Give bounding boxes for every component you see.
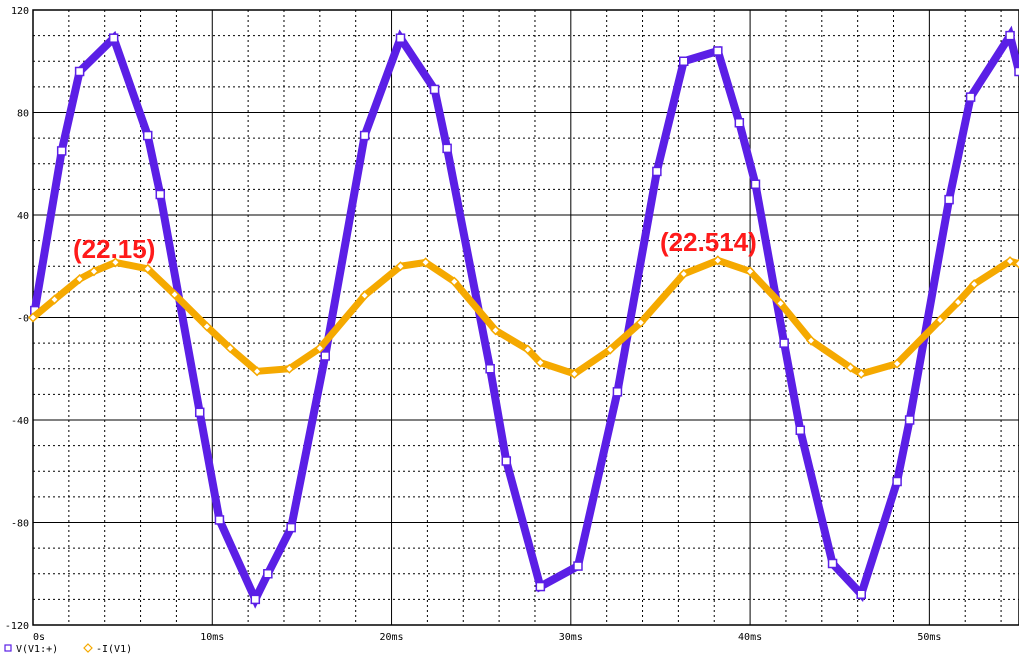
marker xyxy=(522,344,533,355)
marker xyxy=(501,456,512,466)
series-line xyxy=(30,25,1019,609)
marker xyxy=(1014,66,1019,77)
x-tick-label: 10ms xyxy=(200,632,224,643)
marker xyxy=(892,476,902,487)
marker xyxy=(284,363,295,374)
marker xyxy=(969,279,980,290)
marker xyxy=(420,257,431,268)
marker xyxy=(250,594,261,605)
y-tick-label: -80 xyxy=(11,519,29,530)
marker xyxy=(1013,258,1019,269)
x-tick-label: 20ms xyxy=(379,632,403,643)
marker xyxy=(155,189,166,200)
marker xyxy=(490,325,501,336)
marker xyxy=(745,266,756,277)
marker xyxy=(359,290,370,301)
legend-label: V(V1:+) xyxy=(16,644,58,655)
marker xyxy=(449,276,460,287)
y-tick-label: -40 xyxy=(11,416,29,427)
marker xyxy=(612,387,623,397)
marker xyxy=(74,274,85,285)
marker xyxy=(795,425,806,435)
marker xyxy=(712,255,723,266)
marker xyxy=(314,343,325,354)
marker xyxy=(142,130,153,141)
marker xyxy=(775,298,786,309)
marker xyxy=(263,569,273,579)
marker xyxy=(750,179,761,189)
marker xyxy=(194,407,205,418)
marker xyxy=(678,268,689,279)
marker xyxy=(679,56,689,66)
marker xyxy=(201,321,212,332)
marker xyxy=(635,317,646,328)
y-tick-label: -0 xyxy=(17,314,29,325)
marker xyxy=(935,315,946,326)
marker xyxy=(359,130,370,141)
legend-marker xyxy=(83,643,93,653)
marker xyxy=(944,194,954,205)
legend-label: -I(V1) xyxy=(96,644,132,655)
marker xyxy=(856,368,867,379)
marker xyxy=(142,263,153,274)
marker xyxy=(395,261,406,272)
marker xyxy=(88,266,100,277)
marker xyxy=(286,522,296,533)
marker xyxy=(779,338,789,348)
x-tick-label: 40ms xyxy=(738,632,762,643)
marker xyxy=(952,297,964,308)
marker xyxy=(573,561,583,571)
marker xyxy=(805,335,817,346)
marker xyxy=(225,343,236,354)
marker xyxy=(845,362,856,373)
marker xyxy=(442,143,452,154)
marker xyxy=(169,289,180,300)
marker xyxy=(734,118,745,128)
marker xyxy=(1004,256,1016,267)
marker xyxy=(892,358,903,369)
marker xyxy=(535,357,546,368)
marker xyxy=(110,257,121,268)
marker xyxy=(535,581,546,592)
y-tick-label: -120 xyxy=(5,621,29,632)
legend-marker xyxy=(4,644,12,652)
y-tick-label: 80 xyxy=(17,109,29,120)
marker xyxy=(904,415,915,425)
x-tick-label: 30ms xyxy=(559,632,583,643)
marker xyxy=(27,312,39,323)
marker xyxy=(827,558,838,569)
marker xyxy=(252,366,263,377)
annotation: (22.15) xyxy=(73,234,155,264)
annotation: (22.514) xyxy=(660,227,757,257)
marker xyxy=(49,294,60,305)
marker xyxy=(395,33,406,43)
marker xyxy=(1005,30,1015,41)
y-tick-label: 40 xyxy=(17,211,29,222)
marker xyxy=(214,515,225,525)
x-tick-label: 50ms xyxy=(917,632,941,643)
marker xyxy=(56,146,67,156)
marker xyxy=(429,84,440,95)
legend-item: -I(V1) xyxy=(83,643,132,655)
marker xyxy=(856,589,866,599)
marker xyxy=(713,46,723,56)
marker xyxy=(74,66,85,77)
marker xyxy=(108,33,119,43)
marker xyxy=(605,344,616,355)
legend-item: V(V1:+) xyxy=(4,644,58,655)
marker xyxy=(320,351,330,361)
x-tick-label: 0s xyxy=(33,632,45,643)
marker xyxy=(485,364,495,374)
marker xyxy=(569,368,580,379)
y-tick-label: 120 xyxy=(11,6,29,17)
marker xyxy=(652,166,662,177)
marker xyxy=(965,92,976,102)
